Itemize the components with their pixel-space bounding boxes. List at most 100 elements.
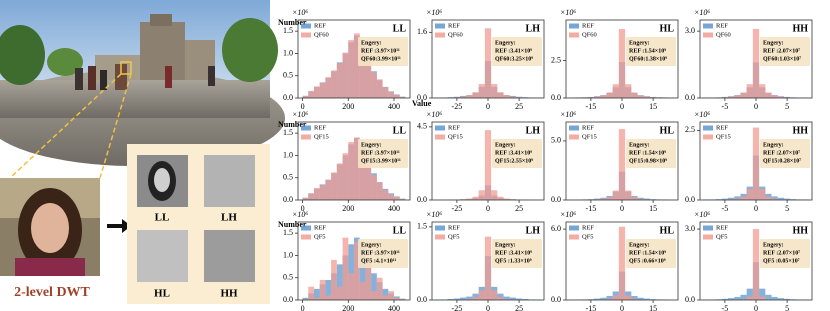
energy-line: REF :3.41×10⁹	[495, 48, 532, 54]
hist-bar	[491, 290, 498, 300]
y-tick-label: 1.5	[283, 26, 293, 35]
energy-title: Engery:	[495, 142, 516, 148]
hist-bar	[746, 296, 753, 300]
hist-bar	[771, 198, 778, 200]
hist-bar	[625, 295, 632, 300]
hist-bar	[376, 182, 383, 200]
legend-label: REF	[716, 124, 728, 131]
hist-bar	[637, 95, 644, 98]
energy-box	[760, 239, 810, 268]
legend-label: QF5	[314, 233, 326, 240]
face-crop	[0, 178, 100, 276]
hist-bar	[466, 95, 473, 98]
x-tick-label: 200	[342, 304, 354, 311]
hist-bar	[765, 294, 772, 300]
hist-bar	[503, 198, 510, 200]
y-tick-label: 3.0	[685, 26, 695, 35]
hist-bar	[376, 79, 383, 98]
x-tick-label: 0	[301, 102, 305, 111]
subplot-title: LL	[393, 23, 407, 34]
hist-bar	[790, 199, 797, 200]
energy-line: REF :1.54×10⁹	[629, 48, 666, 54]
zoom-line	[9, 73, 122, 179]
hist-bar	[777, 96, 784, 98]
hist-bar	[503, 296, 510, 300]
x-tick-label: 25	[515, 204, 523, 213]
hist-bar	[484, 28, 492, 98]
y-tick-label: 0.0	[685, 93, 695, 102]
hist-bar	[503, 299, 510, 300]
hist-bar	[484, 130, 492, 200]
energy-title: Engery:	[629, 40, 650, 46]
hist-bar	[302, 297, 309, 300]
x-tick-label: 0	[486, 304, 490, 311]
legend-swatch	[569, 134, 579, 140]
hist-bar	[314, 187, 320, 200]
dwt-label: 2-level DWT	[14, 285, 90, 300]
y-tick-label: 0.0	[685, 195, 695, 204]
legend-label: REF	[448, 224, 460, 231]
hist-bar	[734, 296, 741, 300]
x-tick-label: -15	[586, 204, 597, 213]
hist-bar	[522, 299, 529, 300]
hist-bar	[348, 142, 354, 200]
x-axis-label: Value	[412, 99, 432, 108]
hist-bar	[382, 87, 389, 98]
energy-line: REF :1.54×10⁹	[629, 150, 666, 156]
scale-label: ×10⁶	[694, 210, 710, 219]
legend-label: QF60	[448, 31, 463, 38]
hist-bar	[643, 198, 650, 200]
hist-bar	[497, 92, 504, 98]
scale-label: ×10⁶	[292, 110, 308, 119]
hist-bar	[650, 299, 657, 300]
zoom-line	[99, 73, 132, 179]
thumb-hh	[204, 230, 255, 282]
hist-bar	[365, 259, 372, 300]
energy-line: QF15:3.99×10¹¹	[361, 158, 401, 164]
hist-bar	[503, 95, 510, 98]
y-axis-label: Number	[278, 120, 307, 129]
thumb-ll-face	[154, 168, 170, 192]
hist-bar	[752, 28, 760, 99]
hist-bar	[728, 298, 735, 300]
y-tick-label: 0.0	[283, 195, 293, 204]
legend-label: QF5	[582, 233, 594, 240]
hist-bar	[606, 298, 613, 300]
y-tick-label: 0.0	[551, 93, 561, 102]
hist-bar	[354, 242, 360, 300]
hist-bar	[650, 199, 657, 200]
scale-label: ×10⁶	[292, 210, 308, 219]
hist-bar	[460, 96, 467, 98]
hist-bar	[382, 190, 389, 200]
legend-label: REF	[582, 224, 594, 231]
y-tick-label: 0.0	[283, 93, 293, 102]
energy-line: REF :3.41×10⁹	[495, 150, 532, 156]
legend-swatch	[435, 225, 445, 231]
x-tick-label: 400	[388, 102, 400, 111]
legend-label: QF60	[582, 31, 597, 38]
hist-bar	[740, 196, 747, 200]
scale-label: ×10⁶	[694, 110, 710, 119]
hist-bar	[600, 198, 607, 200]
hist-bar	[371, 273, 377, 300]
hist-bar	[606, 295, 613, 300]
hist-bar	[765, 92, 772, 98]
hist-bar	[478, 190, 485, 200]
x-tick-label: 0	[620, 102, 624, 111]
legend-label: QF60	[716, 31, 731, 38]
hist-bar	[637, 297, 644, 300]
y-tick-label: 3.0	[685, 224, 695, 233]
scale-label: ×10⁶	[426, 210, 442, 219]
hist-bar	[606, 92, 613, 98]
x-tick-label: 0	[301, 204, 305, 213]
hist-bar	[516, 298, 523, 300]
hist-bar	[771, 296, 778, 300]
y-tick-label: 1.0	[283, 250, 293, 259]
subband-label: LH	[221, 212, 237, 224]
y-axis-label: Number	[278, 18, 307, 27]
x-tick-label: 0	[486, 102, 490, 111]
hist-bar	[784, 198, 791, 200]
hist-bar	[472, 196, 479, 200]
subplot-title: LH	[526, 225, 541, 236]
hist-bar	[359, 282, 366, 300]
